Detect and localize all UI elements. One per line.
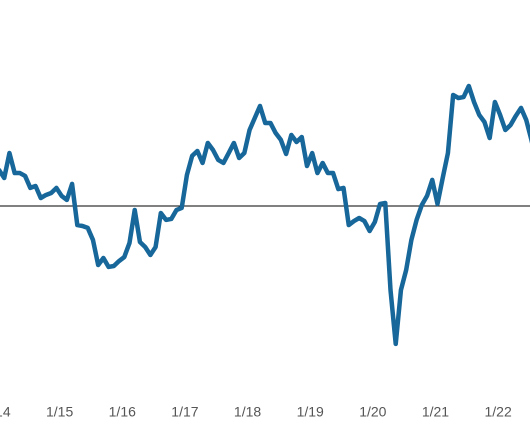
x-tick-label: 1/14 <box>0 404 11 420</box>
x-tick-label: 1/20 <box>359 404 386 420</box>
x-tick-label: 1/17 <box>171 404 198 420</box>
x-tick-label: 1/18 <box>234 404 261 420</box>
x-tick-label: 1/19 <box>297 404 324 420</box>
x-tick-label: 1/15 <box>46 404 73 420</box>
x-tick-label: 1/16 <box>109 404 136 420</box>
x-tick-label: 1/21 <box>422 404 449 420</box>
data-line <box>0 83 530 347</box>
x-tick-label: 1/22 <box>484 404 511 420</box>
